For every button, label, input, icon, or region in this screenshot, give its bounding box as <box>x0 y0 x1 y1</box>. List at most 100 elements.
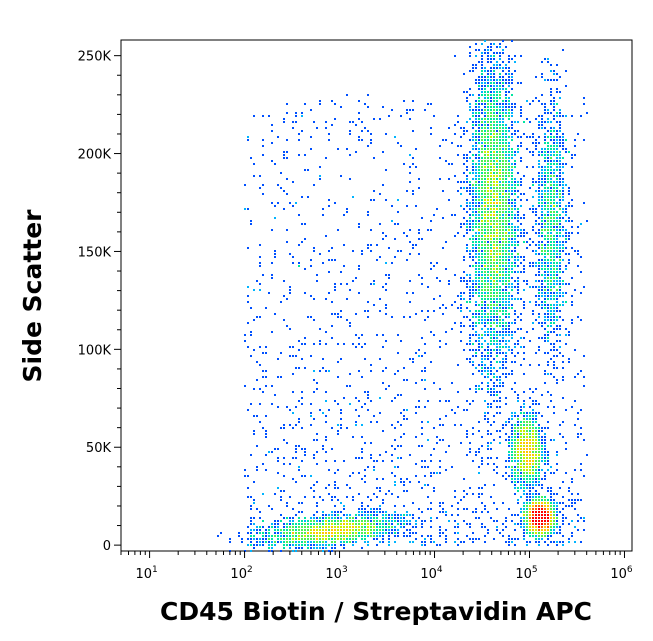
data-point <box>571 532 573 534</box>
data-point <box>532 520 534 522</box>
data-point <box>556 133 558 135</box>
data-point <box>487 157 489 159</box>
data-point <box>550 136 552 138</box>
data-point <box>370 499 372 501</box>
data-point <box>328 271 330 273</box>
data-point <box>424 484 426 486</box>
data-point <box>271 331 273 333</box>
data-point <box>295 406 297 408</box>
data-point <box>571 205 573 207</box>
data-point <box>436 277 438 279</box>
data-point <box>460 325 462 327</box>
data-point <box>508 328 510 330</box>
data-point <box>277 406 279 408</box>
data-point <box>538 412 540 414</box>
data-point <box>478 349 480 351</box>
data-point <box>421 460 423 462</box>
data-point <box>346 496 348 498</box>
data-point <box>562 376 564 378</box>
data-point <box>487 247 489 249</box>
data-point <box>460 541 462 543</box>
data-point <box>541 226 543 228</box>
data-point <box>532 433 534 435</box>
data-point <box>424 343 426 345</box>
data-point <box>322 214 324 216</box>
data-point <box>499 157 501 159</box>
data-point <box>553 499 555 501</box>
data-point <box>502 307 504 309</box>
data-point <box>550 253 552 255</box>
data-point <box>301 241 303 243</box>
data-point <box>553 79 555 81</box>
data-point <box>514 214 516 216</box>
data-point <box>388 115 390 117</box>
data-point <box>478 517 480 519</box>
data-point <box>535 466 537 468</box>
data-point <box>496 274 498 276</box>
data-point <box>286 325 288 327</box>
data-point <box>475 142 477 144</box>
data-point <box>505 154 507 156</box>
data-point <box>559 532 561 534</box>
data-point <box>565 85 567 87</box>
data-point <box>460 277 462 279</box>
data-point <box>505 100 507 102</box>
data-point <box>286 229 288 231</box>
data-point <box>553 517 555 519</box>
data-point <box>475 214 477 216</box>
data-point <box>568 358 570 360</box>
data-point <box>544 58 546 60</box>
data-point <box>376 526 378 528</box>
data-point <box>256 544 258 546</box>
data-point <box>571 277 573 279</box>
data-point <box>469 208 471 210</box>
data-point <box>493 112 495 114</box>
data-point <box>553 283 555 285</box>
data-point <box>571 478 573 480</box>
data-point <box>472 343 474 345</box>
data-point <box>556 214 558 216</box>
data-point <box>433 448 435 450</box>
data-point <box>505 373 507 375</box>
data-point <box>517 229 519 231</box>
data-point <box>577 433 579 435</box>
data-point <box>565 442 567 444</box>
data-point <box>358 136 360 138</box>
data-point <box>484 109 486 111</box>
data-point <box>346 520 348 522</box>
data-point <box>439 529 441 531</box>
data-point <box>475 181 477 183</box>
data-point <box>535 118 537 120</box>
data-point <box>523 532 525 534</box>
data-point <box>481 316 483 318</box>
data-point <box>463 172 465 174</box>
data-point <box>271 262 273 264</box>
data-point <box>484 220 486 222</box>
data-point <box>487 298 489 300</box>
data-point <box>502 259 504 261</box>
data-point <box>490 178 492 180</box>
data-point <box>541 442 543 444</box>
data-point <box>529 208 531 210</box>
data-point <box>511 541 513 543</box>
data-point <box>526 505 528 507</box>
data-point <box>496 190 498 192</box>
data-point <box>439 511 441 513</box>
data-point <box>358 139 360 141</box>
data-point <box>475 367 477 369</box>
data-point <box>454 175 456 177</box>
data-point <box>322 550 324 552</box>
data-point <box>295 202 297 204</box>
data-point <box>484 160 486 162</box>
data-point <box>550 151 552 153</box>
data-point <box>367 526 369 528</box>
data-point <box>433 115 435 117</box>
data-point <box>361 538 363 540</box>
data-point <box>529 412 531 414</box>
data-point <box>379 358 381 360</box>
data-point <box>466 181 468 183</box>
data-point <box>556 367 558 369</box>
data-point <box>475 112 477 114</box>
data-point <box>481 346 483 348</box>
data-point <box>535 532 537 534</box>
